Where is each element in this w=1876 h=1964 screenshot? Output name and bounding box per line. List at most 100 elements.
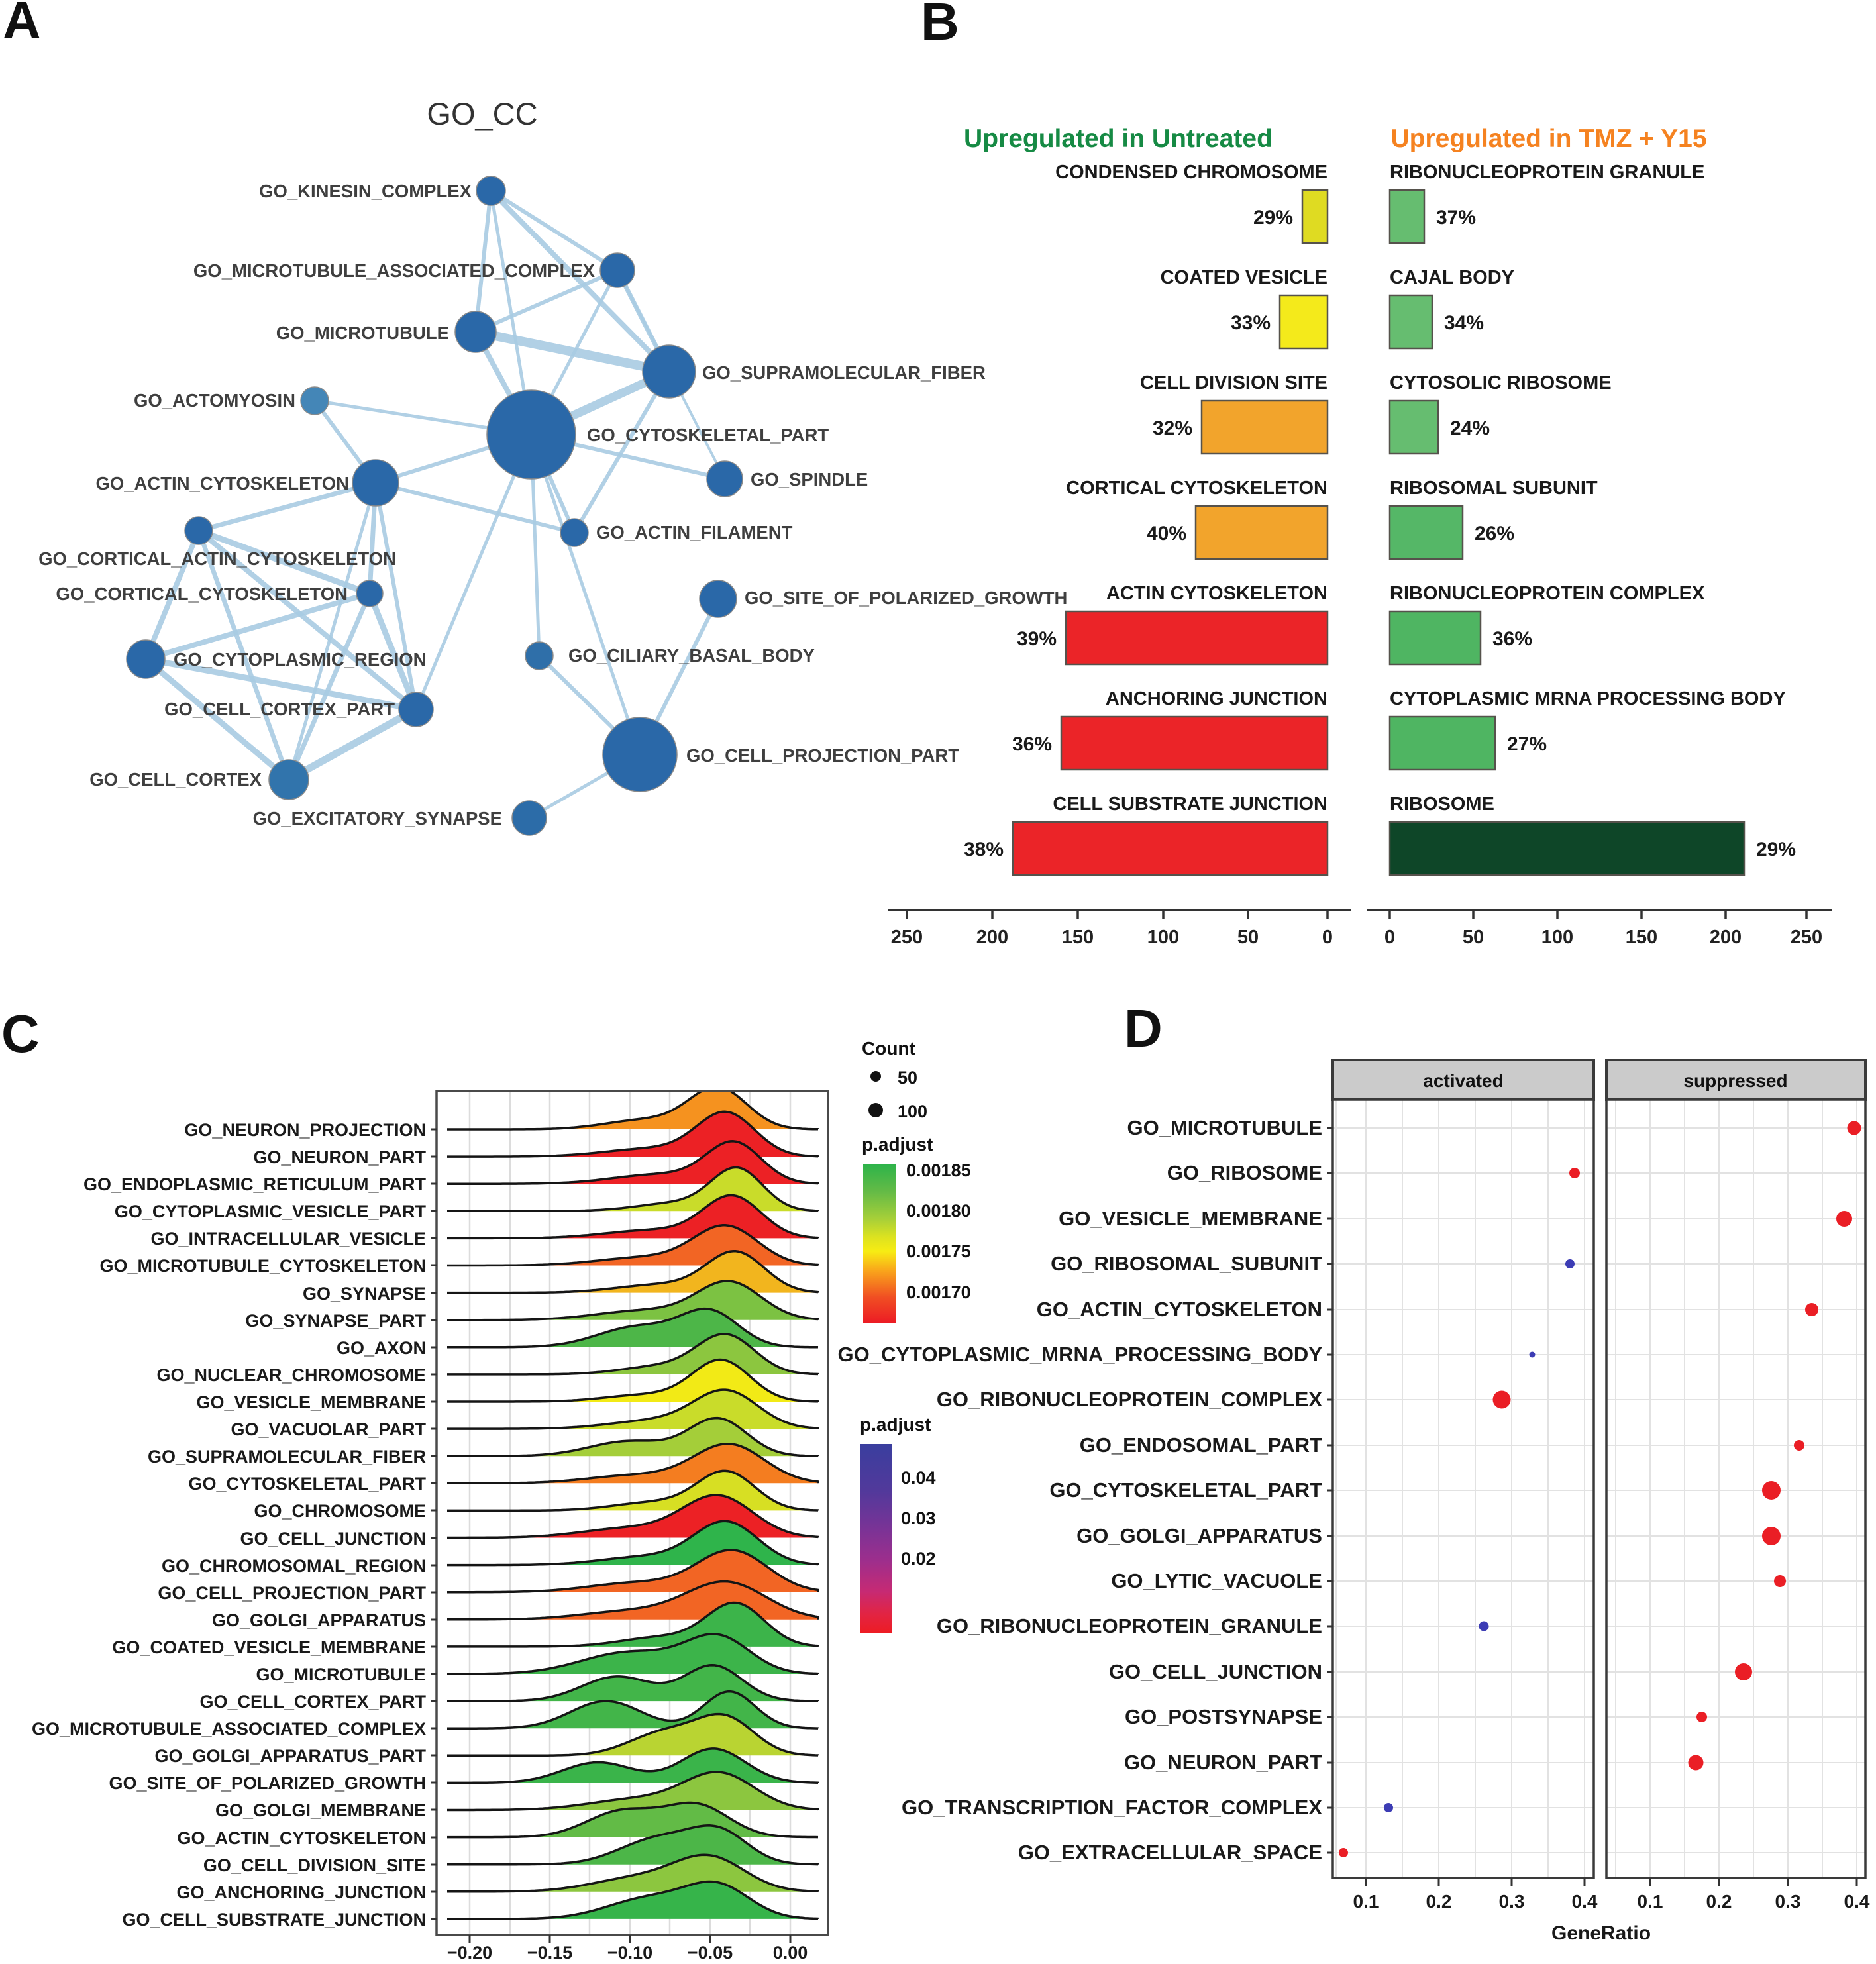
- svg-text:0.3: 0.3: [1775, 1891, 1801, 1912]
- svg-text:GO_MICROTUBULE_ASSOCIATED_COMP: GO_MICROTUBULE_ASSOCIATED_COMPLEX: [32, 1719, 426, 1739]
- svg-text:0: 0: [1322, 927, 1333, 948]
- svg-text:0.02: 0.02: [901, 1549, 936, 1569]
- svg-text:0.03: 0.03: [901, 1508, 936, 1528]
- svg-text:GO_CYTOSKELETAL_PART: GO_CYTOSKELETAL_PART: [1049, 1478, 1322, 1502]
- svg-text:GO_VESICLE_MEMBRANE: GO_VESICLE_MEMBRANE: [196, 1392, 426, 1412]
- svg-text:GO_CHROMOSOMAL_REGION: GO_CHROMOSOMAL_REGION: [162, 1556, 426, 1576]
- svg-text:29%: 29%: [1253, 207, 1293, 229]
- svg-text:GO_ACTIN_FILAMENT: GO_ACTIN_FILAMENT: [596, 522, 793, 543]
- svg-text:−0.10: −0.10: [607, 1943, 652, 1963]
- svg-text:GO_GOLGI_APPARATUS_PART: GO_GOLGI_APPARATUS_PART: [154, 1746, 426, 1766]
- svg-text:GO_CELL_JUNCTION: GO_CELL_JUNCTION: [240, 1529, 426, 1549]
- svg-text:GO_SITE_OF_POLARIZED_GROWTH: GO_SITE_OF_POLARIZED_GROWTH: [109, 1773, 426, 1793]
- svg-text:GO_ENDOSOMAL_PART: GO_ENDOSOMAL_PART: [1080, 1433, 1322, 1457]
- svg-text:GO_MICROTUBULE: GO_MICROTUBULE: [1127, 1116, 1323, 1139]
- svg-text:GO_CYTOSKELETAL_PART: GO_CYTOSKELETAL_PART: [188, 1474, 426, 1494]
- svg-text:36%: 36%: [1492, 628, 1532, 650]
- svg-text:p.adjust: p.adjust: [860, 1414, 931, 1435]
- svg-text:B: B: [921, 0, 959, 51]
- svg-text:0.00175: 0.00175: [906, 1241, 971, 1261]
- svg-text:GO_SYNAPSE: GO_SYNAPSE: [303, 1284, 426, 1304]
- svg-text:GO_MICROTUBULE_ASSOCIATED_COMP: GO_MICROTUBULE_ASSOCIATED_COMPLEX: [193, 260, 596, 281]
- svg-text:GO_CELL_CORTEX_PART: GO_CELL_CORTEX_PART: [199, 1692, 426, 1712]
- svg-text:100: 100: [898, 1102, 927, 1121]
- svg-text:RIBOSOME: RIBOSOME: [1390, 794, 1494, 815]
- svg-text:GO_CORTICAL_CYTOSKELETON: GO_CORTICAL_CYTOSKELETON: [56, 584, 348, 604]
- svg-text:100: 100: [1541, 927, 1573, 948]
- svg-text:36%: 36%: [1012, 733, 1052, 755]
- svg-text:50: 50: [1237, 927, 1259, 948]
- svg-text:GO_CYTOPLASMIC_VESICLE_PART: GO_CYTOPLASMIC_VESICLE_PART: [115, 1202, 427, 1221]
- svg-text:GO_SUPRAMOLECULAR_FIBER: GO_SUPRAMOLECULAR_FIBER: [702, 362, 986, 383]
- svg-text:50: 50: [1463, 927, 1484, 948]
- svg-text:GO_EXTRACELLULAR_SPACE: GO_EXTRACELLULAR_SPACE: [1018, 1841, 1322, 1864]
- svg-text:GO_CHROMOSOME: GO_CHROMOSOME: [254, 1501, 426, 1521]
- svg-text:250: 250: [1791, 927, 1822, 948]
- svg-text:GO_ENDOPLASMIC_RETICULUM_PART: GO_ENDOPLASMIC_RETICULUM_PART: [83, 1174, 427, 1194]
- svg-text:27%: 27%: [1507, 733, 1547, 755]
- svg-text:p.adjust: p.adjust: [862, 1134, 933, 1155]
- svg-text:200: 200: [1710, 927, 1742, 948]
- svg-text:GO_RIBOSOMAL_SUBUNIT: GO_RIBOSOMAL_SUBUNIT: [1051, 1252, 1322, 1275]
- svg-text:GO_CORTICAL_ACTIN_CYTOSKELETON: GO_CORTICAL_ACTIN_CYTOSKELETON: [38, 548, 396, 569]
- svg-text:GO_RIBONUCLEOPROTEIN_COMPLEX: GO_RIBONUCLEOPROTEIN_COMPLEX: [937, 1388, 1322, 1411]
- svg-text:0.4: 0.4: [1572, 1891, 1598, 1912]
- svg-text:GO_SUPRAMOLECULAR_FIBER: GO_SUPRAMOLECULAR_FIBER: [148, 1447, 426, 1467]
- svg-text:CAJAL BODY: CAJAL BODY: [1390, 267, 1514, 288]
- svg-text:A: A: [3, 0, 41, 50]
- svg-text:0.04: 0.04: [901, 1468, 936, 1488]
- svg-text:GO_SPINDLE: GO_SPINDLE: [751, 469, 868, 490]
- svg-text:D: D: [1124, 999, 1163, 1058]
- svg-text:RIBONUCLEOPROTEIN GRANULE: RIBONUCLEOPROTEIN GRANULE: [1390, 162, 1704, 183]
- svg-text:29%: 29%: [1756, 839, 1796, 860]
- svg-text:0.2: 0.2: [1426, 1891, 1452, 1912]
- svg-text:ACTIN CYTOSKELETON: ACTIN CYTOSKELETON: [1106, 583, 1328, 604]
- svg-text:39%: 39%: [1017, 628, 1057, 650]
- svg-text:GO_CC: GO_CC: [427, 96, 537, 131]
- svg-text:activated: activated: [1423, 1070, 1503, 1091]
- svg-text:150: 150: [1626, 927, 1657, 948]
- svg-text:GO_CYTOPLASMIC_REGION: GO_CYTOPLASMIC_REGION: [174, 649, 427, 670]
- svg-text:CELL DIVISION SITE: CELL DIVISION SITE: [1140, 372, 1328, 393]
- svg-text:0.00185: 0.00185: [906, 1161, 971, 1180]
- svg-text:0.00: 0.00: [773, 1943, 808, 1963]
- svg-text:GO_CELL_PROJECTION_PART: GO_CELL_PROJECTION_PART: [686, 745, 959, 766]
- svg-text:24%: 24%: [1450, 417, 1490, 439]
- svg-text:33%: 33%: [1231, 312, 1271, 334]
- svg-text:GO_NEURON_PROJECTION: GO_NEURON_PROJECTION: [184, 1120, 426, 1140]
- svg-text:GO_NUCLEAR_CHROMOSOME: GO_NUCLEAR_CHROMOSOME: [156, 1365, 426, 1385]
- svg-text:CELL SUBSTRATE JUNCTION: CELL SUBSTRATE JUNCTION: [1053, 794, 1328, 815]
- svg-text:GO_ANCHORING_JUNCTION: GO_ANCHORING_JUNCTION: [176, 1883, 426, 1902]
- svg-text:GO_AXON: GO_AXON: [337, 1338, 426, 1358]
- svg-text:37%: 37%: [1436, 207, 1476, 229]
- svg-text:GO_CELL_PROJECTION_PART: GO_CELL_PROJECTION_PART: [158, 1583, 426, 1603]
- svg-text:0.00180: 0.00180: [906, 1201, 971, 1221]
- svg-text:−0.15: −0.15: [527, 1943, 572, 1963]
- svg-text:suppressed: suppressed: [1683, 1070, 1787, 1091]
- svg-text:GO_COATED_VESICLE_MEMBRANE: GO_COATED_VESICLE_MEMBRANE: [112, 1637, 426, 1657]
- svg-text:Upregulated in Untreated: Upregulated in Untreated: [964, 125, 1273, 153]
- svg-text:GO_POSTSYNAPSE: GO_POSTSYNAPSE: [1125, 1705, 1322, 1728]
- svg-text:0.1: 0.1: [1353, 1891, 1379, 1912]
- svg-text:38%: 38%: [964, 839, 1004, 860]
- svg-text:GO_SYNAPSE_PART: GO_SYNAPSE_PART: [245, 1311, 426, 1331]
- svg-text:COATED VESICLE: COATED VESICLE: [1161, 267, 1328, 288]
- svg-text:GO_VACUOLAR_PART: GO_VACUOLAR_PART: [231, 1420, 426, 1439]
- svg-text:GO_ACTIN_CYTOSKELETON: GO_ACTIN_CYTOSKELETON: [95, 473, 349, 493]
- svg-text:GO_MICROTUBULE_CYTOSKELETON: GO_MICROTUBULE_CYTOSKELETON: [99, 1256, 426, 1276]
- svg-text:GO_ACTIN_CYTOSKELETON: GO_ACTIN_CYTOSKELETON: [177, 1828, 426, 1848]
- svg-text:CYTOPLASMIC MRNA PROCESSING BO: CYTOPLASMIC MRNA PROCESSING BODY: [1390, 688, 1786, 709]
- svg-text:0: 0: [1384, 927, 1395, 948]
- svg-text:0.4: 0.4: [1844, 1891, 1870, 1912]
- svg-text:GO_TRANSCRIPTION_FACTOR_COMPLE: GO_TRANSCRIPTION_FACTOR_COMPLEX: [902, 1796, 1322, 1819]
- svg-text:GO_KINESIN_COMPLEX: GO_KINESIN_COMPLEX: [259, 181, 472, 201]
- svg-text:GO_LYTIC_VACUOLE: GO_LYTIC_VACUOLE: [1111, 1569, 1322, 1592]
- svg-text:GO_GOLGI_APPARATUS: GO_GOLGI_APPARATUS: [1076, 1524, 1322, 1547]
- svg-text:ANCHORING JUNCTION: ANCHORING JUNCTION: [1106, 688, 1328, 709]
- svg-text:GO_VESICLE_MEMBRANE: GO_VESICLE_MEMBRANE: [1059, 1207, 1322, 1230]
- svg-text:GO_NEURON_PART: GO_NEURON_PART: [1124, 1751, 1322, 1774]
- svg-text:GO_CILIARY_BASAL_BODY: GO_CILIARY_BASAL_BODY: [568, 645, 815, 666]
- svg-text:GO_GOLGI_MEMBRANE: GO_GOLGI_MEMBRANE: [215, 1800, 426, 1820]
- svg-text:−0.05: −0.05: [688, 1943, 733, 1963]
- svg-text:200: 200: [976, 927, 1008, 948]
